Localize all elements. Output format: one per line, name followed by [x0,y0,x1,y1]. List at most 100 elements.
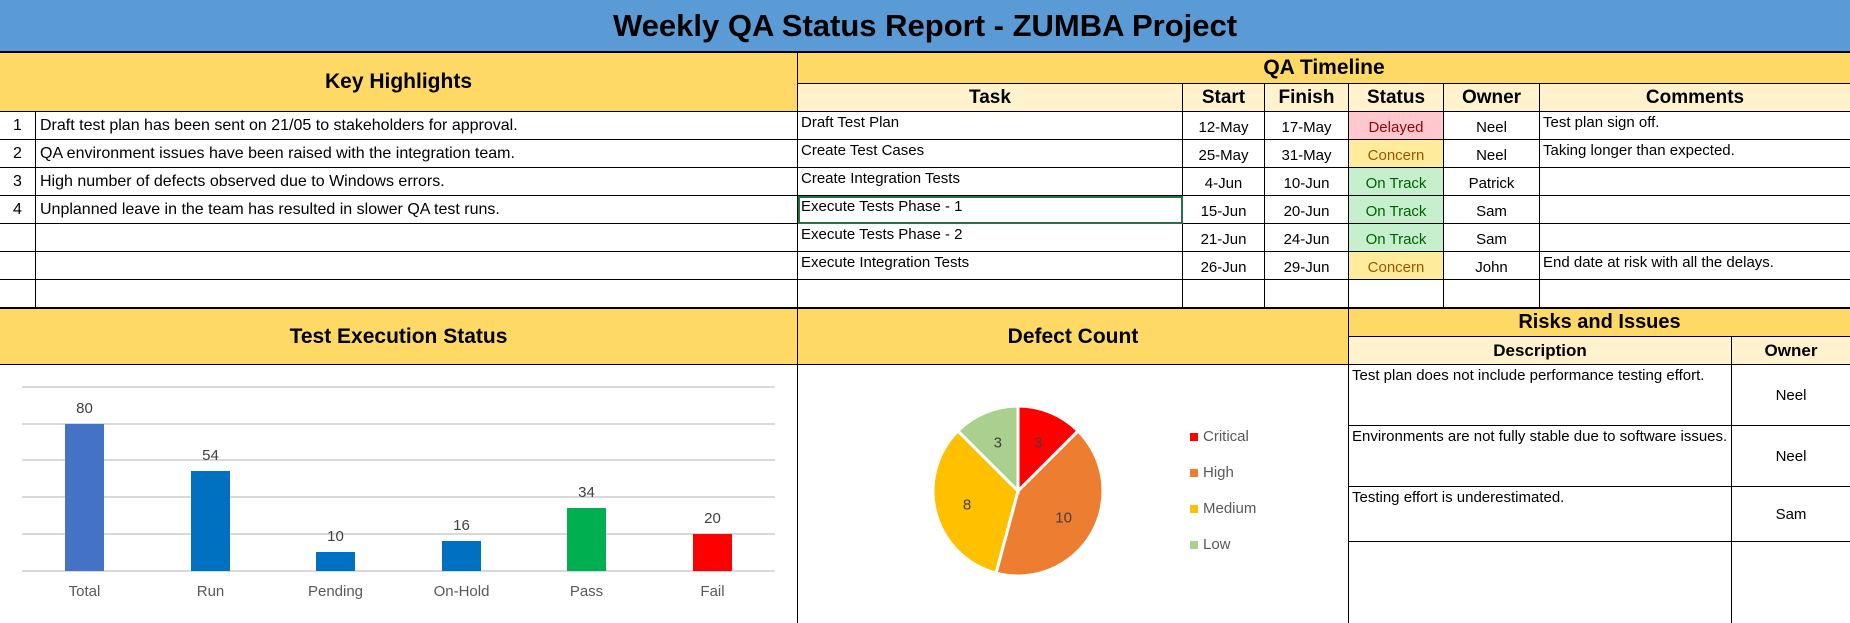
timeline-cell-finish[interactable]: 31-May [1265,140,1349,168]
timeline-col-finish: Finish [1265,84,1349,112]
key-highlights-header: Key Highlights [0,53,798,112]
timeline-cell-task[interactable] [798,280,1183,308]
timeline-cell-finish[interactable]: 24-Jun [1265,224,1349,252]
pie-slice-low [955,404,1020,495]
timeline-cell-owner[interactable] [1444,280,1540,308]
bar-category-label: Run [196,583,225,600]
timeline-cell-finish[interactable]: 10-Jun [1265,168,1349,196]
bar-value-label: 16 [453,517,470,534]
bar-pending [316,552,355,571]
timeline-cell-start[interactable]: 26-Jun [1183,252,1265,280]
risks-col-owner: Owner [1732,337,1850,365]
risks-col-description: Description [1349,337,1732,365]
timeline-cell-comments[interactable] [1540,196,1850,224]
timeline-cell-owner[interactable]: Patrick [1444,168,1540,196]
highlight-text[interactable]: QA environment issues have been raised w… [36,140,798,168]
status-badge[interactable] [1349,280,1444,308]
timeline-cell-comments[interactable]: End date at risk with all the delays. [1540,252,1850,280]
timeline-cell-finish[interactable] [1265,280,1349,308]
status-badge[interactable]: On Track [1349,224,1444,252]
risk-description[interactable]: Test plan does not include performance t… [1349,365,1732,426]
timeline-cell-comments[interactable]: Test plan sign off. [1540,112,1850,140]
highlight-text[interactable]: High number of defects observed due to W… [36,168,798,196]
highlight-text[interactable] [36,280,798,308]
status-badge[interactable]: On Track [1349,196,1444,224]
bar-run [191,471,230,571]
timeline-col-comments: Comments [1540,84,1850,112]
timeline-cell-owner[interactable]: Neel [1444,112,1540,140]
bar-value-label: 10 [327,528,344,545]
timeline-cell-comments[interactable] [1540,280,1850,308]
timeline-cell-task[interactable]: Create Integration Tests [798,168,1183,196]
timeline-cell-task[interactable]: Draft Test Plan [798,112,1183,140]
highlight-number: 3 [0,168,36,196]
highlight-text[interactable]: Draft test plan has been sent on 21/05 t… [36,112,798,140]
risk-description[interactable]: Testing effort is underestimated. [1349,487,1732,542]
timeline-cell-start[interactable] [1183,280,1265,308]
chart-gridline [22,570,775,572]
timeline-col-status: Status [1349,84,1444,112]
pie-value-label: 3 [1034,434,1042,451]
legend-label: Low [1203,536,1231,553]
highlight-text[interactable] [36,252,798,280]
risk-description[interactable]: Environments are not fully stable due to… [1349,426,1732,487]
risk-owner[interactable]: Neel [1732,426,1850,487]
timeline-cell-owner[interactable]: Sam [1444,196,1540,224]
qa-timeline-header: QA Timeline [798,53,1850,84]
defect-count-title: Defect Count [1007,324,1139,348]
test-execution-title: Test Execution Status [289,324,508,348]
legend-label: Critical [1203,428,1249,445]
status-badge[interactable]: Concern [1349,252,1444,280]
timeline-cell-start[interactable]: 25-May [1183,140,1265,168]
bar-value-label: 54 [202,447,219,464]
timeline-cell-comments[interactable] [1540,168,1850,196]
timeline-col-start: Start [1183,84,1265,112]
timeline-cell-comments[interactable]: Taking longer than expected. [1540,140,1850,168]
risk-owner[interactable]: Sam [1732,487,1850,542]
bar-category-label: Total [68,583,101,600]
highlight-number: 2 [0,140,36,168]
timeline-cell-finish[interactable]: 17-May [1265,112,1349,140]
legend-swatch-icon [1190,504,1198,513]
chart-gridline [22,533,775,535]
highlight-text[interactable] [36,224,798,252]
highlight-number: 4 [0,196,36,224]
status-badge[interactable]: On Track [1349,168,1444,196]
timeline-cell-start[interactable]: 4-Jun [1183,168,1265,196]
legend-item-high: High [1190,464,1234,481]
risk-owner[interactable] [1732,542,1850,623]
timeline-cell-start[interactable]: 21-Jun [1183,224,1265,252]
chart-gridline [22,423,775,425]
timeline-col-task: Task [798,84,1183,112]
timeline-cell-owner[interactable]: John [1444,252,1540,280]
timeline-cell-task[interactable]: Execute Tests Phase - 2 [798,224,1183,252]
timeline-cell-comments[interactable] [1540,224,1850,252]
timeline-cell-task[interactable]: Create Test Cases [798,140,1183,168]
highlight-text[interactable]: Unplanned leave in the team has resulted… [36,196,798,224]
bar-total [65,424,104,571]
pie-slice-medium [931,428,1020,575]
status-badge[interactable]: Concern [1349,140,1444,168]
legend-item-critical: Critical [1190,428,1249,445]
bar-value-label: 80 [76,400,93,417]
timeline-cell-start[interactable]: 15-Jun [1183,196,1265,224]
bar-category-label: Pending [307,583,364,600]
timeline-cell-finish[interactable]: 20-Jun [1265,196,1349,224]
timeline-cell-task[interactable]: Execute Integration Tests [798,252,1183,280]
timeline-cell-owner[interactable]: Sam [1444,224,1540,252]
bar-value-label: 34 [578,484,595,501]
highlight-number: 1 [0,112,36,140]
risk-description[interactable] [1349,542,1732,623]
risk-owner[interactable]: Neel [1732,365,1850,426]
timeline-cell-owner[interactable]: Neel [1444,140,1540,168]
legend-swatch-icon [1190,432,1198,441]
timeline-col-owner: Owner [1444,84,1540,112]
key-highlights-title: Key Highlights [324,70,472,93]
legend-item-medium: Medium [1190,500,1256,517]
timeline-cell-task[interactable]: Execute Tests Phase - 1 [798,196,1183,224]
timeline-cell-finish[interactable]: 29-Jun [1265,252,1349,280]
timeline-cell-start[interactable]: 12-May [1183,112,1265,140]
bar-category-label: Fail [700,583,725,600]
status-badge[interactable]: Delayed [1349,112,1444,140]
test-execution-bar-chart: 80 Total 54 Run 10 Pending 16 On-Hold 34 Pass 20 Fa… [0,365,798,623]
